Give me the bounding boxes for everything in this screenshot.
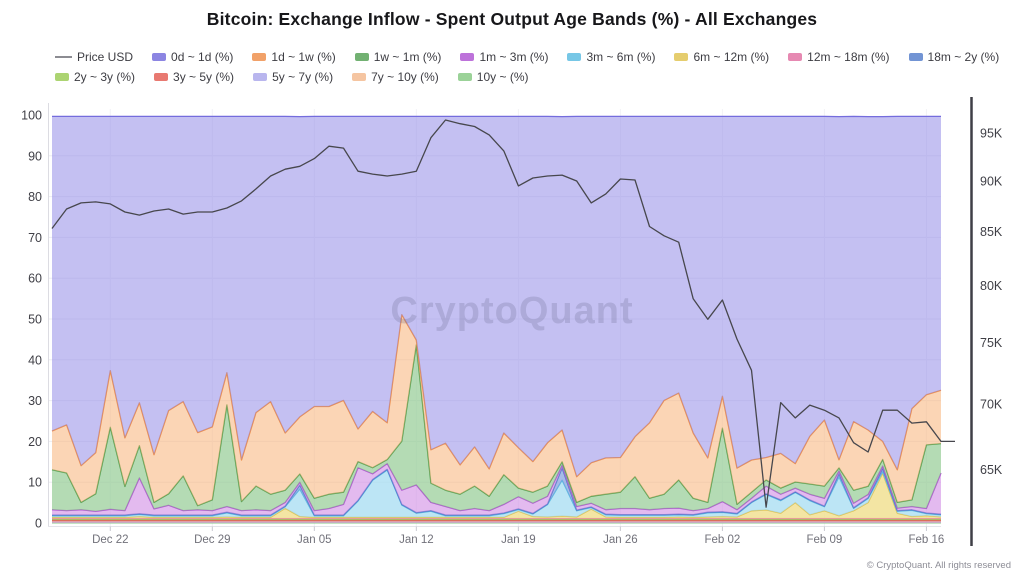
legend-item-label: 3m ~ 6m (%) — [586, 50, 656, 64]
right-axis-tick-label: 90K — [980, 174, 1003, 188]
area-band-1d-1w[interactable] — [52, 314, 941, 506]
x-axis-tick-label: Dec 29 — [194, 534, 230, 546]
series-color-swatch — [152, 53, 167, 61]
left-axis-tick-label: 30 — [28, 394, 42, 408]
legend-item-3m-6m[interactable]: 3m ~ 6m (%) — [567, 50, 655, 64]
right-axis-tick-label: 80K — [980, 279, 1003, 293]
series-color-swatch — [55, 73, 69, 81]
area-band-0d-1d[interactable] — [52, 116, 941, 477]
x-axis-tick-label: Jan 12 — [399, 534, 434, 546]
x-axis-tick-label: Dec 22 — [92, 534, 128, 546]
series-color-swatch — [354, 53, 369, 61]
left-axis-tick-label: 90 — [28, 149, 42, 163]
legend-item-0d-1d[interactable]: 0d ~ 1d (%) — [152, 50, 233, 64]
price-line[interactable] — [51, 119, 955, 508]
series-color-swatch — [908, 53, 923, 61]
legend-item-3y-5y[interactable]: 3y ~ 5y (%) — [154, 70, 234, 84]
left-axis-tick-label: 50 — [28, 313, 42, 327]
legend-item-6m-12m[interactable]: 6m ~ 12m (%) — [674, 50, 769, 64]
legend-item-1w-1m[interactable]: 1w ~ 1m (%) — [354, 50, 442, 64]
price-line-swatch — [55, 56, 72, 58]
legend-item-label: 7y ~ 10y (%) — [371, 70, 439, 84]
x-axis-tick-label: Feb 09 — [807, 534, 843, 546]
legend-item-label: 12m ~ 18m (%) — [807, 50, 890, 64]
legend-item-10y[interactable]: 10y ~ (%) — [457, 70, 529, 84]
copyright-notice: © CryptoQuant. All rights reserved — [866, 560, 1011, 571]
left-axis-tick-label: 80 — [28, 190, 42, 204]
legend-item-1d-1w[interactable]: 1d ~ 1w (%) — [252, 50, 336, 64]
right-axis-tick-label: 65K — [980, 463, 1003, 477]
legend-item-label: 0d ~ 1d (%) — [171, 50, 234, 64]
right-axis-tick-label: 85K — [980, 225, 1003, 239]
left-axis-tick-label: 100 — [21, 109, 42, 123]
left-axis-tick-label: 70 — [28, 231, 42, 245]
chart-title: Bitcoin: Exchange Inflow - Spent Output … — [206, 9, 818, 29]
legend-item-label: 5y ~ 7y (%) — [272, 70, 334, 84]
legend-item-label: 1m ~ 3m (%) — [479, 50, 549, 64]
x-axis-tick-label: Jan 19 — [501, 534, 536, 546]
left-axis-tick-label: 20 — [28, 435, 42, 449]
legend-item-7y-10y[interactable]: 7y ~ 10y (%) — [352, 70, 439, 84]
legend-item-label: 3y ~ 5y (%) — [173, 70, 235, 84]
series-color-swatch — [788, 53, 803, 61]
area-band-1w-1m[interactable] — [52, 344, 941, 512]
series-color-swatch — [352, 73, 367, 81]
legend-item-2y-3y[interactable]: 2y ~ 3y (%) — [55, 70, 135, 84]
legend-item-label: 1d ~ 1w (%) — [271, 50, 336, 64]
legend-item-label: 18m ~ 2y (%) — [927, 50, 1000, 64]
legend-item-label: 6m ~ 12m (%) — [693, 50, 770, 64]
left-axis-tick-label: 10 — [28, 476, 42, 490]
series-color-swatch — [252, 53, 267, 61]
left-axis-tick-label: 60 — [28, 272, 42, 286]
legend-item-label: 1w ~ 1m (%) — [373, 50, 442, 64]
legend: Price USD 0d ~ 1d (%) 1d ~ 1w (%) 1w ~ 1m (… — [55, 47, 1010, 87]
right-axis-tick-label: 70K — [980, 397, 1003, 411]
series-color-swatch — [253, 73, 268, 81]
right-axis-tick-label: 95K — [980, 127, 1003, 141]
series-color-swatch — [567, 53, 582, 61]
legend-item-5y-7y[interactable]: 5y ~ 7y (%) — [253, 70, 333, 84]
watermark: CryptoQuant — [390, 290, 633, 332]
series-color-swatch — [457, 73, 472, 81]
series-color-swatch — [460, 53, 475, 61]
legend-item-1m-3m[interactable]: 1m ~ 3m (%) — [460, 50, 548, 64]
right-axis-tick-label: 75K — [980, 336, 1003, 350]
legend-item-Price-USD[interactable]: Price USD — [55, 50, 133, 64]
legend-row: 2y ~ 3y (%) 3y ~ 5y (%) 5y ~ 7y (%) 7y ~ 10… — [55, 67, 1010, 87]
legend-item-18m-2y[interactable]: 18m ~ 2y (%) — [908, 50, 1000, 64]
legend-item-label: Price USD — [77, 50, 134, 64]
legend-item-label: 2y ~ 3y (%) — [74, 70, 136, 84]
x-axis-tick-label: Feb 16 — [909, 534, 945, 546]
x-axis-tick-label: Jan 05 — [297, 534, 332, 546]
area-band-6m-12m[interactable] — [52, 473, 941, 519]
x-axis-tick-label: Jan 26 — [603, 534, 638, 546]
left-axis-tick-label: 0 — [35, 517, 42, 531]
legend-item-12m-18m[interactable]: 12m ~ 18m (%) — [788, 50, 890, 64]
series-color-swatch — [674, 53, 689, 61]
series-color-swatch — [154, 73, 169, 81]
left-axis-tick-label: 40 — [28, 353, 42, 367]
legend-row: Price USD 0d ~ 1d (%) 1d ~ 1w (%) 1w ~ 1m (… — [55, 47, 1010, 67]
legend-item-label: 10y ~ (%) — [476, 70, 529, 84]
x-axis-tick-label: Feb 02 — [704, 534, 740, 546]
